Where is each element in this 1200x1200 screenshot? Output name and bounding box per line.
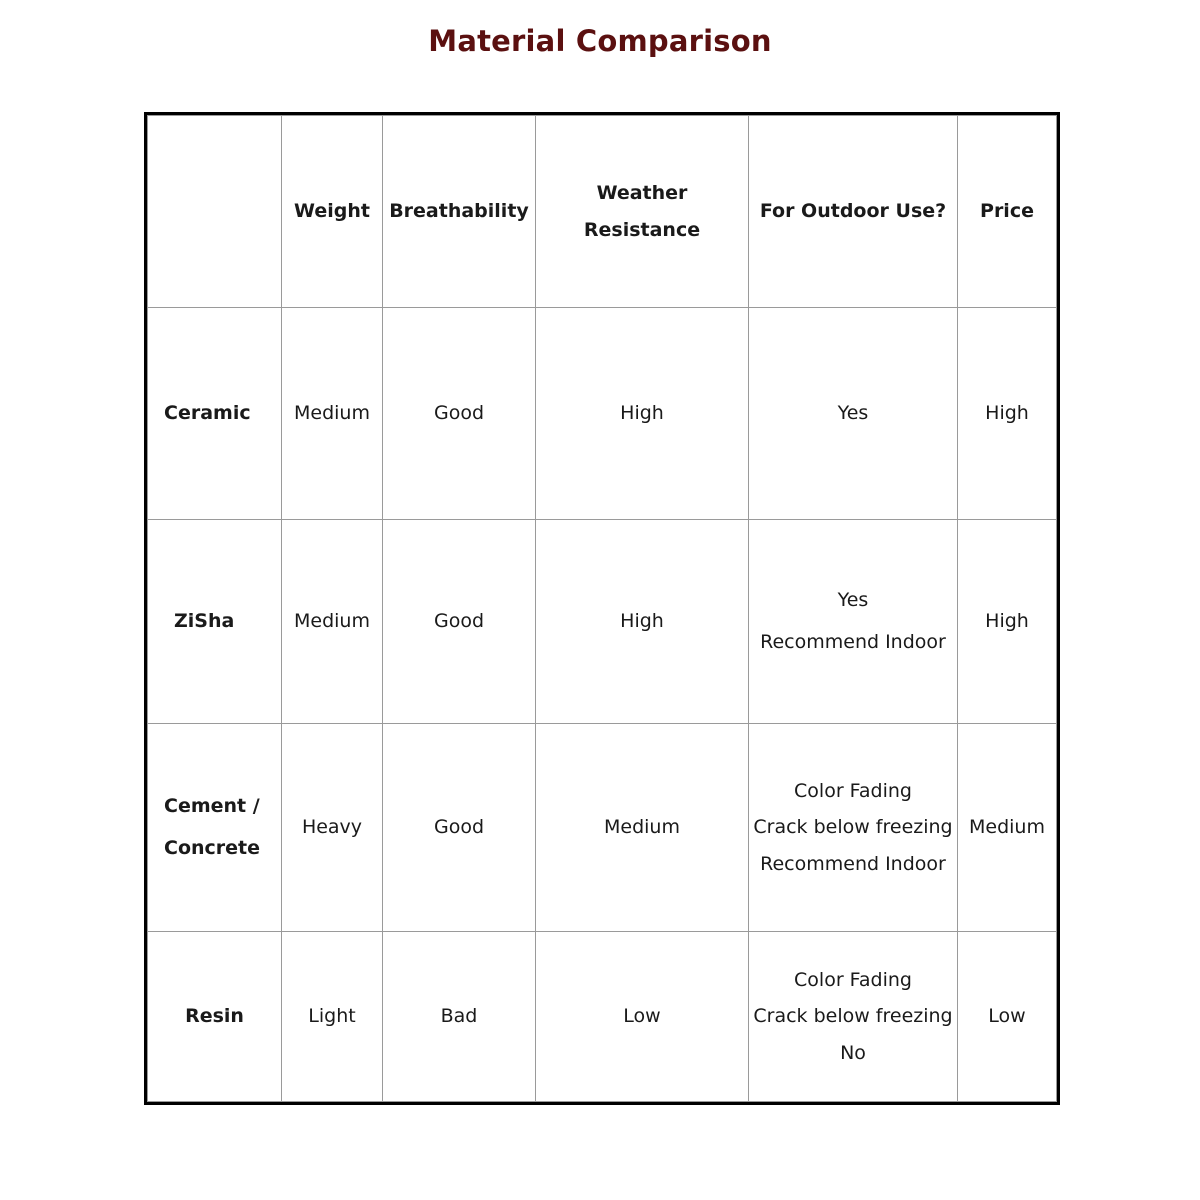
cell-outdoor-use: Yes Recommend Indoor (748, 519, 958, 724)
header-corner (147, 115, 282, 308)
material-comparison-table: Weight Breathability Weather Resistance … (144, 112, 1060, 1105)
page-title: Material Comparison (428, 24, 772, 58)
cell-weight: Heavy (281, 723, 383, 932)
outdoor-note: Yes (837, 402, 869, 425)
cell-price: High (957, 307, 1057, 520)
material-name: ZiSha (174, 610, 235, 633)
header-price: Price (957, 115, 1057, 308)
table-row: ZiSha Medium Good High Yes Recommend Ind… (147, 519, 1057, 724)
cell-breathability: Good (382, 723, 536, 932)
outdoor-note: Color Fading (794, 969, 912, 992)
material-name: Ceramic (164, 402, 251, 425)
cell-weather-resistance: High (535, 519, 749, 724)
row-header-material: Resin (147, 931, 282, 1102)
cell-weather-resistance: High (535, 307, 749, 520)
header-weather-resistance: Weather Resistance (535, 115, 749, 308)
cell-weight: Medium (281, 307, 383, 520)
cell-price: Medium (957, 723, 1057, 932)
cell-breathability: Good (382, 307, 536, 520)
outdoor-note: Recommend Indoor (760, 630, 946, 653)
row-header-material: Ceramic (147, 307, 282, 520)
material-name: Resin (185, 1005, 244, 1028)
cell-price: Low (957, 931, 1057, 1102)
cell-outdoor-use: Color Fading Crack below freezing Recomm… (748, 723, 958, 932)
cell-outdoor-use: Color Fading Crack below freezing No (748, 931, 958, 1102)
outdoor-note: Recommend Indoor (760, 852, 946, 875)
cell-breathability: Bad (382, 931, 536, 1102)
header-breathability: Breathability (382, 115, 536, 308)
outdoor-note: Color Fading (794, 780, 912, 803)
cell-weather-resistance: Low (535, 931, 749, 1102)
row-header-material: ZiSha (147, 519, 282, 724)
header-outdoor-use: For Outdoor Use? (748, 115, 958, 308)
material-name: Concrete (164, 836, 261, 859)
outdoor-note: Yes (837, 588, 869, 611)
cell-weight: Light (281, 931, 383, 1102)
cell-price: High (957, 519, 1057, 724)
outdoor-note: Crack below freezing (753, 1005, 953, 1028)
row-header-material: Cement / Concrete (147, 723, 282, 932)
outdoor-note: No (840, 1041, 866, 1064)
table-row: Cement / Concrete Heavy Good Medium Colo… (147, 723, 1057, 932)
header-row: Weight Breathability Weather Resistance … (147, 115, 1057, 308)
outdoor-note: Crack below freezing (753, 816, 953, 839)
cell-weight: Medium (281, 519, 383, 724)
material-name: Cement / (164, 794, 260, 817)
cell-breathability: Good (382, 519, 536, 724)
table-row: Resin Light Bad Low Color Fading Crack b… (147, 931, 1057, 1102)
header-weight: Weight (281, 115, 383, 308)
cell-weather-resistance: Medium (535, 723, 749, 932)
table-row: Ceramic Medium Good High Yes High (147, 307, 1057, 520)
cell-outdoor-use: Yes (748, 307, 958, 520)
